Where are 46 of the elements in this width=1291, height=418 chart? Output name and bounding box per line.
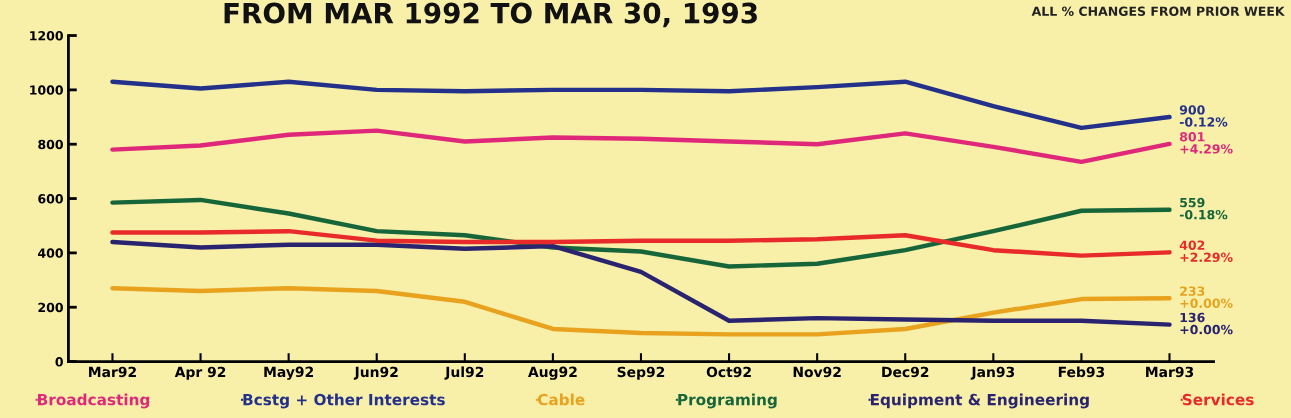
legend-label: Equipment & Engineering	[870, 393, 1089, 409]
legend-label: Cable	[537, 393, 585, 406]
x-tick-label: Sep92	[617, 366, 665, 380]
annotation: -0.18%	[1179, 209, 1228, 220]
legend-label: Bcstg + Other Interests	[243, 393, 445, 409]
data-label: 900	[1179, 105, 1205, 115]
annotation: -0.12%	[1179, 117, 1228, 127]
x-tick-label: Jan93	[970, 366, 1015, 380]
y-tick-label: 400	[38, 248, 63, 258]
y-tick-label: 1000	[30, 85, 63, 95]
line-series	[110, 197, 1172, 269]
x-tick-label: Apr 92	[174, 366, 226, 380]
data-label: 136	[1180, 312, 1205, 323]
y-tick-label: 600	[38, 194, 63, 204]
data-label: 402	[1179, 240, 1205, 250]
data-label: 233	[1180, 286, 1205, 296]
legend-label: Services	[1182, 393, 1254, 406]
x-tick-label: Feb93	[1058, 366, 1105, 378]
y-tick-label: 0	[55, 357, 63, 367]
y-tick-label: 800	[38, 139, 63, 150]
x-tick-label: Oct92	[706, 366, 751, 378]
x-tick-label: Jul92	[444, 366, 484, 380]
x-tick-label: Mar92	[89, 366, 136, 378]
x-tick-label: Mar93	[1146, 366, 1194, 378]
x-tick-label: May92	[264, 366, 313, 380]
text: ALL % CHANGES FROM PRIOR WEEK	[1031, 6, 1285, 16]
line-series	[110, 239, 1172, 327]
x-tick-label: Jun92	[353, 366, 398, 380]
y-tick-label: 200	[38, 302, 63, 313]
chart-title: FROM MAR 1992 TO MAR 30, 1993	[224, 2, 757, 28]
y-tick-label: 1200	[30, 31, 63, 41]
line-series	[110, 228, 1172, 258]
x-tick-label: Dec92	[882, 366, 929, 378]
data-label: 801	[1179, 132, 1205, 142]
annotation: +0.00%	[1180, 298, 1233, 308]
line-series	[110, 128, 1172, 165]
line-series	[110, 79, 1172, 131]
legend-label: Programing	[678, 393, 777, 409]
data-label: 559	[1180, 197, 1205, 208]
annotation: +4.29%	[1180, 144, 1233, 154]
legend-label: Broadcasting	[38, 393, 150, 409]
x-tick-label: Nov92	[793, 366, 841, 378]
annotation: +0.00%	[1180, 324, 1233, 335]
x-tick-label: Aug92	[528, 366, 577, 380]
annotation: +2.29%	[1180, 252, 1233, 263]
line-series	[110, 285, 1172, 337]
